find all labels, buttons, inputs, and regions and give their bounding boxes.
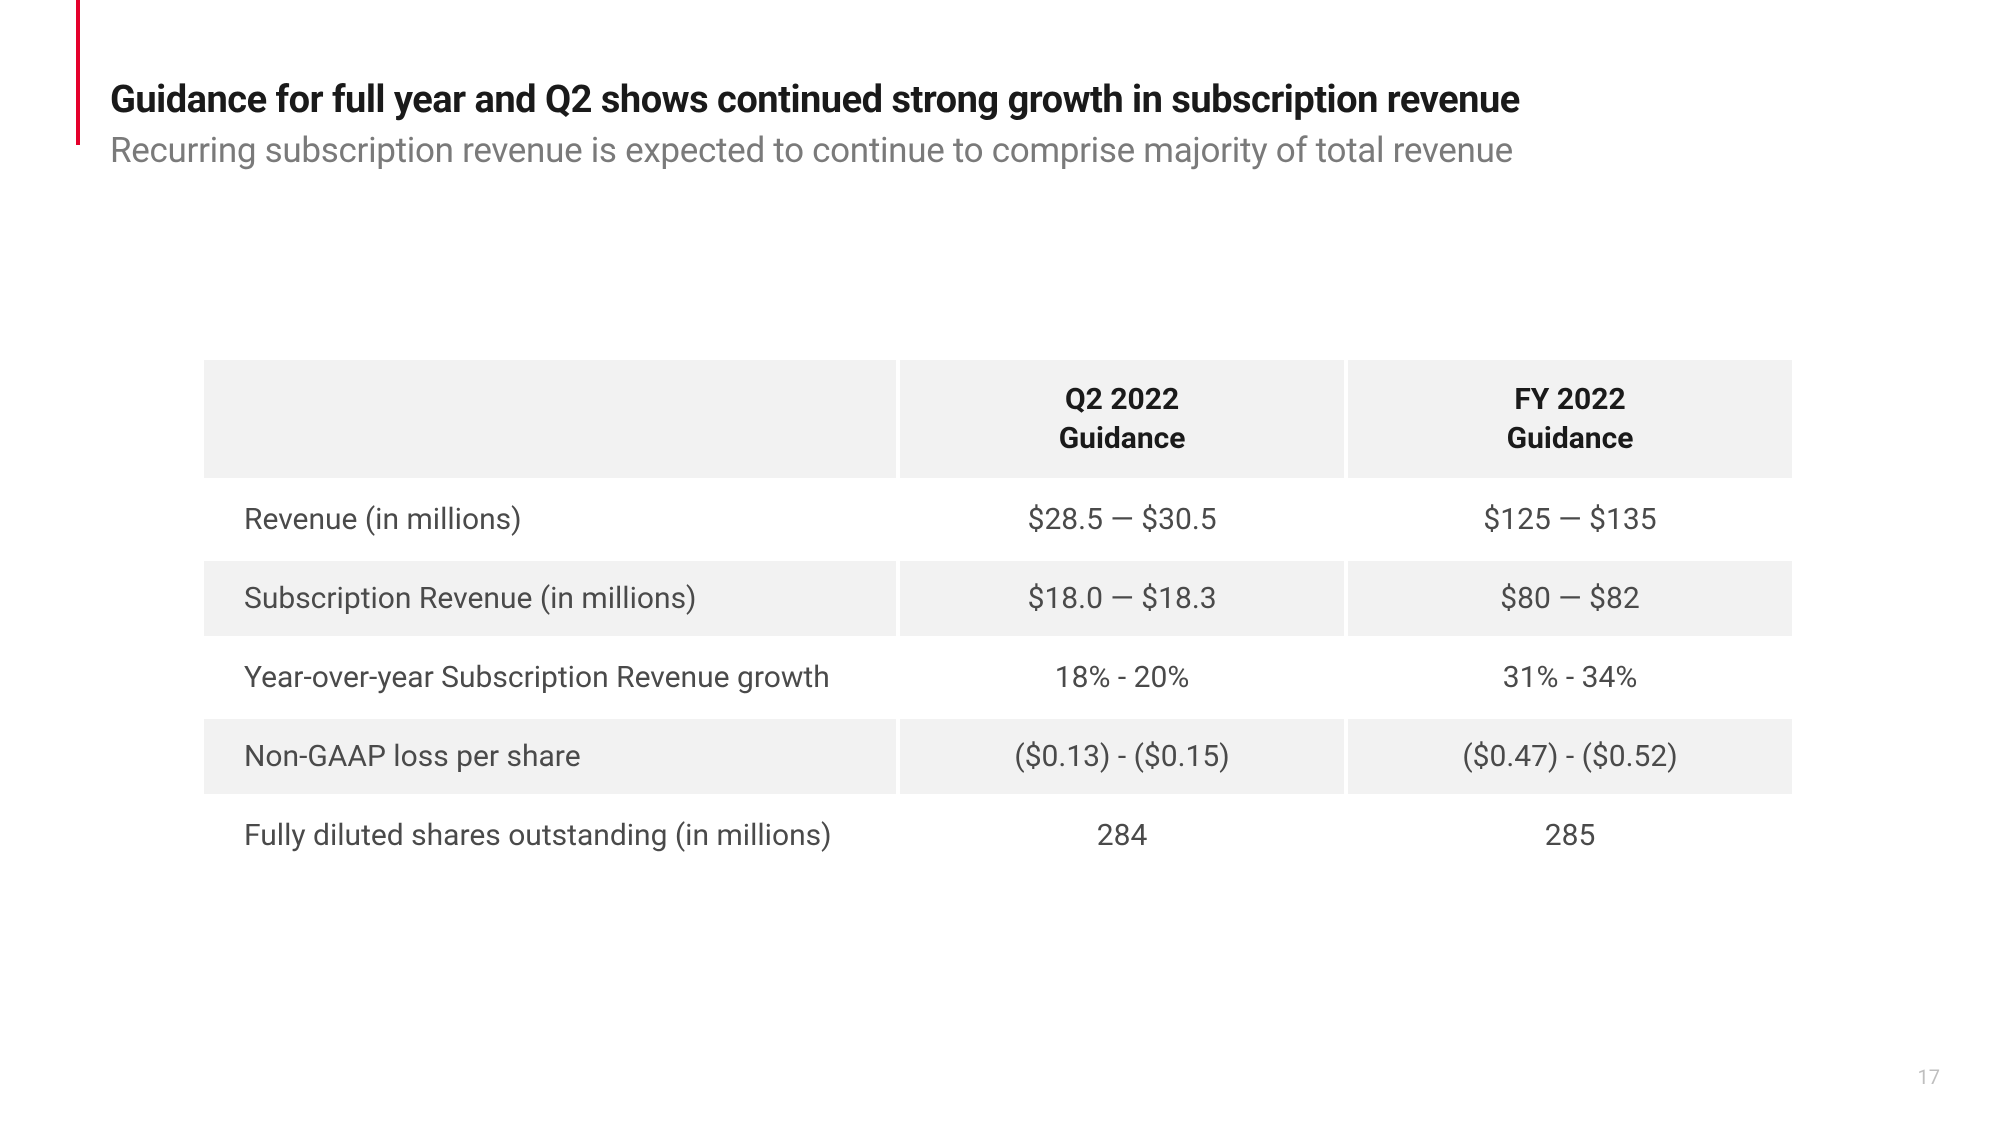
page-number: 17 [1918,1065,1940,1089]
row-label: Revenue (in millions) [204,482,896,557]
guidance-table-container: Q2 2022Guidance FY 2022Guidance Revenue … [200,356,1796,877]
page-subtitle: Recurring subscription revenue is expect… [110,130,1520,172]
table-row: Fully diluted shares outstanding (in mil… [204,798,1792,873]
table-header-row: Q2 2022Guidance FY 2022Guidance [204,360,1792,478]
page-title: Guidance for full year and Q2 shows cont… [110,78,1520,124]
header-fy-text: FY 2022Guidance [1507,382,1634,456]
header-fy: FY 2022Guidance [1348,360,1792,478]
header-section: Guidance for full year and Q2 shows cont… [110,78,1520,172]
row-q2-value: 284 [900,798,1344,873]
row-fy-value: 31% - 34% [1348,640,1792,715]
header-q2-text: Q2 2022Guidance [1059,382,1186,456]
row-q2-value: $18.0 — $18.3 [900,561,1344,636]
guidance-table: Q2 2022Guidance FY 2022Guidance Revenue … [200,356,1796,877]
row-fy-value: $125 — $135 [1348,482,1792,557]
header-empty [204,360,896,478]
table-row: Revenue (in millions) $28.5 — $30.5 $125… [204,482,1792,557]
row-label: Non-GAAP loss per share [204,719,896,794]
row-q2-value: $28.5 — $30.5 [900,482,1344,557]
row-fy-value: 285 [1348,798,1792,873]
table-row: Non-GAAP loss per share ($0.13) - ($0.15… [204,719,1792,794]
row-q2-value: ($0.13) - ($0.15) [900,719,1344,794]
row-label: Fully diluted shares outstanding (in mil… [204,798,896,873]
table-row: Year-over-year Subscription Revenue grow… [204,640,1792,715]
table-row: Subscription Revenue (in millions) $18.0… [204,561,1792,636]
row-fy-value: ($0.47) - ($0.52) [1348,719,1792,794]
row-label: Subscription Revenue (in millions) [204,561,896,636]
row-fy-value: $80 — $82 [1348,561,1792,636]
accent-bar [76,0,80,145]
row-label: Year-over-year Subscription Revenue grow… [204,640,896,715]
row-q2-value: 18% - 20% [900,640,1344,715]
header-q2: Q2 2022Guidance [900,360,1344,478]
